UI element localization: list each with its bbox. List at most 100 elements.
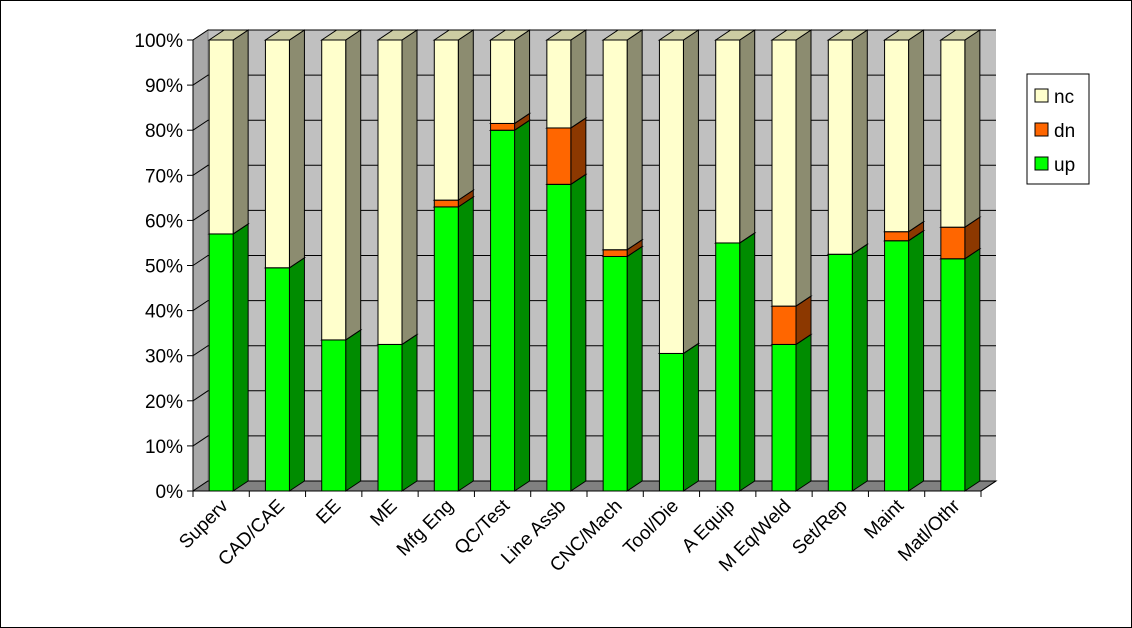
bar-front bbox=[940, 258, 966, 492]
bar-segment-up bbox=[939, 247, 982, 492]
chart-floor bbox=[191, 480, 998, 492]
bar-front bbox=[264, 267, 290, 492]
bar-side bbox=[739, 232, 756, 492]
bar-front bbox=[490, 39, 516, 124]
bar-side bbox=[457, 195, 474, 492]
bar-segment-up bbox=[657, 342, 701, 492]
bar-segment-nc bbox=[320, 29, 363, 341]
bar-side bbox=[851, 29, 868, 256]
bars bbox=[207, 29, 982, 492]
bar-front bbox=[377, 343, 403, 492]
bar-front bbox=[884, 240, 910, 492]
x-tick-label: Set/Rep bbox=[788, 496, 851, 559]
legend-swatch-up bbox=[1034, 156, 1049, 171]
bar-front bbox=[546, 183, 572, 492]
legend-swatch-nc bbox=[1034, 88, 1049, 103]
bar-side bbox=[401, 333, 418, 492]
floor bbox=[191, 480, 998, 492]
bar-front bbox=[208, 39, 234, 235]
bar-segment-nc bbox=[601, 29, 644, 251]
bar-side bbox=[682, 29, 699, 355]
bar-front bbox=[715, 242, 741, 492]
bar-side bbox=[570, 29, 587, 129]
bar-front bbox=[884, 231, 910, 242]
bar-top bbox=[263, 29, 307, 41]
bar-front bbox=[771, 39, 797, 307]
bar-front bbox=[602, 255, 628, 492]
bar-side bbox=[795, 333, 812, 492]
bar-side bbox=[401, 29, 418, 346]
bar-top bbox=[601, 29, 644, 41]
bar-side bbox=[908, 229, 925, 492]
bar-side bbox=[345, 328, 362, 492]
x-tick-label: Tool/Die bbox=[620, 496, 683, 559]
bar-top bbox=[939, 29, 982, 41]
x-tick-label: Maint bbox=[860, 495, 908, 543]
bar-segment-nc bbox=[714, 29, 757, 244]
y-tick-label: 20% bbox=[145, 392, 183, 413]
bar-side bbox=[457, 29, 474, 202]
bar-top bbox=[376, 29, 419, 41]
bar-front bbox=[321, 339, 347, 492]
bar-front bbox=[433, 199, 459, 208]
bar-side bbox=[964, 29, 981, 229]
bar-side bbox=[514, 119, 531, 492]
bar-segment-nc bbox=[882, 29, 926, 233]
bar-segment-up bbox=[770, 333, 813, 492]
bar-front bbox=[321, 39, 347, 341]
bar-front bbox=[940, 226, 966, 260]
bar-front bbox=[658, 39, 684, 354]
bar-segment-up bbox=[882, 229, 926, 492]
bar-segment-nc bbox=[939, 29, 982, 229]
bar-side bbox=[795, 29, 812, 308]
y-tick-label: 0% bbox=[156, 482, 184, 503]
bar-front bbox=[658, 352, 684, 492]
bar-side bbox=[570, 173, 587, 492]
y-tick-label: 100% bbox=[134, 31, 183, 52]
bar-front bbox=[546, 39, 572, 129]
bar-front bbox=[715, 39, 741, 244]
y-tick-label: 30% bbox=[145, 347, 183, 368]
bar-side bbox=[626, 29, 643, 251]
bar-top bbox=[488, 29, 532, 41]
y-tick-label: 80% bbox=[145, 121, 183, 142]
bar-front bbox=[602, 39, 628, 251]
bar-top bbox=[657, 29, 701, 41]
y-tick-label: 90% bbox=[145, 76, 183, 97]
bar-front bbox=[490, 129, 516, 492]
bar-segment-up bbox=[545, 173, 588, 492]
x-axis-depth bbox=[980, 480, 997, 492]
bar-side bbox=[514, 29, 531, 125]
bar-top bbox=[826, 29, 869, 41]
bar-front bbox=[771, 305, 797, 345]
legend: nc dn up bbox=[1026, 73, 1090, 185]
y-tick-labels: 0% 10% 20% 30% 40% 50% 60% 70% 80% 90% 100% bbox=[134, 31, 183, 503]
legend-label-dn: dn bbox=[1054, 121, 1075, 142]
y-tick-label: 40% bbox=[145, 302, 183, 323]
bar-top bbox=[432, 29, 475, 41]
bar-side bbox=[288, 29, 305, 269]
bar-segment-up bbox=[376, 333, 419, 492]
bar-segment-nc bbox=[207, 29, 250, 235]
bar-side bbox=[570, 117, 587, 186]
bar-front bbox=[433, 39, 459, 201]
bar-top bbox=[770, 29, 813, 41]
bar-side bbox=[851, 243, 868, 492]
y-tick-label: 70% bbox=[145, 166, 183, 187]
x-tick-label: Matl/Othr bbox=[894, 495, 965, 566]
bar-segment-up bbox=[263, 256, 307, 492]
bar-segment-up bbox=[601, 245, 644, 492]
bar-front bbox=[377, 39, 403, 345]
chart-walls bbox=[192, 29, 996, 492]
bar-side bbox=[232, 29, 249, 235]
bar-segment-up bbox=[826, 243, 869, 492]
bar-front bbox=[490, 122, 516, 131]
bar-side bbox=[232, 222, 249, 492]
x-tick-label: Mfg Eng bbox=[393, 496, 458, 561]
bar-top bbox=[882, 29, 926, 41]
bar-front bbox=[602, 249, 628, 257]
bar-segment-nc bbox=[826, 29, 869, 256]
bar-segment-nc bbox=[770, 29, 813, 308]
